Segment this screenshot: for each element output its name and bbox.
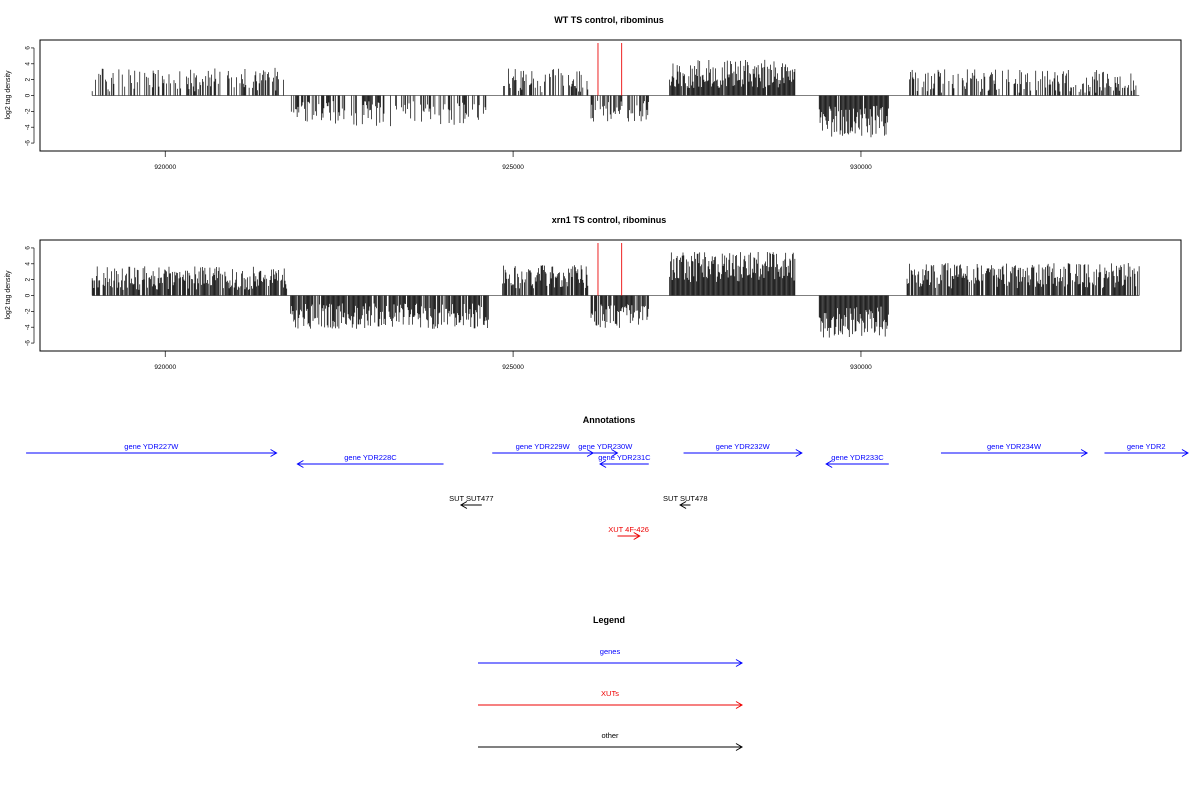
legend-label: genes (600, 647, 621, 656)
feature-label: XUT 4F-426 (608, 525, 649, 534)
annotation-feature: gene YDR227W (26, 442, 278, 457)
feature-label: SUT SUT477 (449, 494, 493, 503)
feature-label: gene YDR230W (578, 442, 633, 451)
wt-y-axis-label: log2 tag density (5, 70, 12, 120)
wt-x-axis: 920000 925000 930000 (154, 151, 872, 171)
feature-label: gene YDR228C (344, 453, 397, 462)
annotation-feature: gene YDR234W (940, 442, 1089, 457)
wt-track-panel: WT TS control, ribominus log2 tag densit… (5, 15, 1182, 171)
legend-title: Legend (593, 615, 625, 625)
xrn1-x-axis: 920000 925000 930000 (154, 351, 872, 371)
wt-y-axis: 6 4 2 0 -2 -4 -6 (25, 46, 35, 146)
x-tick-label: 930000 (850, 364, 872, 371)
annotation-feature: gene YDR231C (598, 453, 651, 468)
x-tick-label: 925000 (502, 364, 524, 371)
x-tick-label: 925000 (502, 164, 524, 171)
annotation-feature: gene YDR2 (1104, 442, 1189, 457)
legend-label: XUTs (601, 689, 619, 698)
y-tick-label: 4 (25, 262, 32, 266)
y-tick-label: 0 (25, 93, 32, 97)
annotation-feature: gene YDR232W (683, 442, 803, 457)
x-tick-label: 930000 (850, 164, 872, 171)
arrow-head-left-icon (459, 501, 468, 509)
xrn1-y-axis-label: log2 tag density (5, 270, 12, 320)
y-tick-label: -2 (25, 108, 32, 114)
xrn1-markers (597, 243, 623, 296)
annotation-feature: gene YDR233C (825, 453, 889, 468)
y-tick-label: 4 (25, 62, 32, 66)
annotations-title: Annotations (583, 415, 636, 425)
y-tick-label: -6 (25, 140, 32, 146)
y-tick-label: -2 (25, 308, 32, 314)
y-tick-label: 2 (25, 277, 32, 281)
xrn1-plot-frame (39, 239, 1182, 352)
annotation-feature: gene YDR228C (296, 453, 444, 468)
y-tick-label: -6 (25, 340, 32, 346)
arrow-head-right-icon (1181, 449, 1189, 457)
annotation-feature: SUT SUT477 (449, 494, 494, 509)
arrow-head-right-icon (270, 449, 278, 457)
arrow-head-right-icon (735, 701, 743, 709)
feature-label: gene YDR234W (987, 442, 1042, 451)
arrow-head-right-icon (633, 532, 641, 540)
annotation-feature: XUT 4F-426 (608, 525, 649, 540)
wt-markers (597, 43, 623, 96)
annotation-features: gene YDR227W gene YDR228C gene YDR229W gene… (26, 442, 1189, 540)
feature-label: gene YDR232W (716, 442, 771, 451)
legend-item: other (478, 731, 743, 751)
y-tick-label: 6 (25, 46, 32, 50)
arrow-head-left-icon (296, 460, 304, 468)
y-tick-label: -4 (25, 324, 32, 330)
y-tick-label: -4 (25, 124, 32, 130)
feature-label: SUT SUT478 (663, 494, 707, 503)
legend-label: other (601, 731, 619, 740)
xrn1-track-panel: xrn1 TS control, ribominus log2 tag dens… (5, 215, 1182, 371)
y-tick-label: 0 (25, 293, 32, 297)
arrow-head-right-icon (611, 449, 619, 457)
annotation-feature: gene YDR230W (578, 442, 633, 457)
x-tick-label: 920000 (154, 364, 176, 371)
arrow-head-right-icon (1080, 449, 1089, 457)
feature-label: gene YDR227W (124, 442, 179, 451)
arrow-head-right-icon (735, 743, 743, 751)
wt-bars (91, 59, 1140, 138)
arrow-head-left-icon (825, 460, 833, 468)
annotation-feature: SUT SUT478 (663, 494, 708, 509)
feature-label: gene YDR229W (516, 442, 571, 451)
wt-plot-frame (39, 39, 1182, 152)
legend-panel: Legend genes XUTs other (478, 615, 743, 751)
arrow-head-left-icon (679, 501, 687, 509)
feature-label: gene YDR231C (598, 453, 651, 462)
y-tick-label: 6 (25, 246, 32, 250)
arrow-head-right-icon (735, 659, 743, 667)
arrow-head-right-icon (795, 449, 803, 457)
legend-items: genes XUTs other (478, 647, 743, 751)
arrow-head-left-icon (599, 460, 607, 468)
xrn1-track-title: xrn1 TS control, ribominus (552, 215, 667, 225)
feature-label: gene YDR233C (831, 453, 884, 462)
feature-label: gene YDR2 (1127, 442, 1166, 451)
wt-track-title: WT TS control, ribominus (554, 15, 664, 25)
xrn1-bars (91, 251, 1140, 338)
y-tick-label: 2 (25, 77, 32, 81)
legend-item: XUTs (478, 689, 743, 709)
x-tick-label: 920000 (154, 164, 176, 171)
legend-item: genes (478, 647, 743, 667)
xrn1-y-axis: 6 4 2 0 -2 -4 -6 (25, 246, 35, 346)
